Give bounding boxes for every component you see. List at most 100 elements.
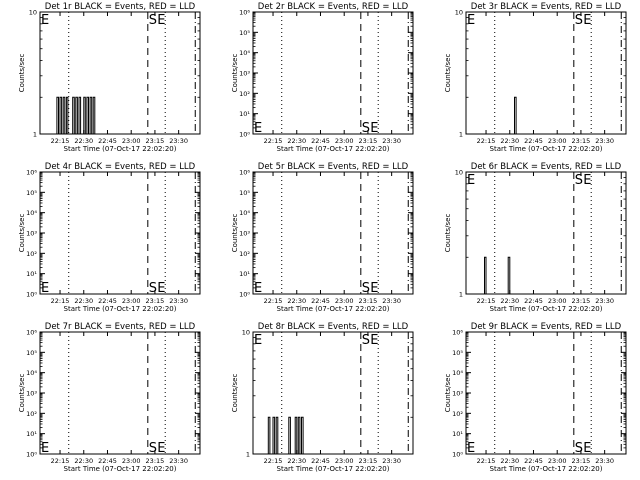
y-tick-label: 1 [246,451,250,459]
y-axis-label: Counts/sec [18,54,26,93]
x-tick-label: 23:15 [359,137,378,145]
y-tick-label: 1 [459,131,463,139]
panel-title: Det 3r BLACK = Events, RED = LLD [471,2,622,12]
x-axis-label: Start Time (07-Oct-17 22:02:20) [64,305,177,313]
panel-det-7: Det 7r BLACK = Events, RED = LLD 10⁰ 10¹ 10… [18,322,201,473]
panel-det-3: Det 3r BLACK = Events, RED = LLD 1 10 22:15… [444,2,627,153]
y-axis-label: Counts/sec [231,214,239,253]
marker-e: E [157,441,165,456]
x-tick-label: 22:30 [500,137,519,145]
y-axis-label: Counts/sec [444,214,452,253]
y-tick-label: 10² [452,410,463,418]
marker-e: E [254,333,262,348]
x-axis-label: Start Time (07-Oct-17 22:02:20) [490,465,603,473]
y-tick-label: 10⁰ [239,131,250,139]
y-axis-label: Counts/sec [444,54,452,93]
panel-det-1: Det 1r BLACK = Events, RED = LLD 1 10 22:15… [18,2,201,153]
y-axis-label: Counts/sec [444,374,452,413]
marker-e: E [41,281,49,296]
panel-det-2: Det 2r BLACK = Events, RED = LLD 10⁰ 10¹ 10… [231,2,414,153]
y-tick-label: 1 [33,131,37,139]
x-tick-label: 23:00 [122,137,141,145]
x-tick-label: 23:30 [169,137,188,145]
y-tick-label: 10³ [452,390,463,398]
x-tick-label: 23:00 [548,137,567,145]
y-tick-label: 10³ [239,70,250,78]
plot-frame [252,331,414,455]
x-tick-label: 23:15 [359,457,378,465]
x-tick-label: 22:30 [500,297,519,305]
y-tick-label: 10³ [239,230,250,238]
x-tick-label: 23:30 [382,457,401,465]
y-tick-label: 10 [455,169,463,177]
y-tick-label: 10⁴ [26,209,37,217]
y-tick-label: 10⁴ [452,369,463,377]
y-tick-label: 10⁰ [239,291,250,299]
marker-e: E [370,281,378,296]
panel-det-5: Det 5r BLACK = Events, RED = LLD 10⁰ 10¹ 10… [231,162,414,313]
marker-e: E [41,441,49,456]
marker-s: S [362,281,370,296]
x-axis-label: Start Time (07-Oct-17 22:02:20) [277,145,390,153]
x-tick-label: 22:15 [477,457,496,465]
y-tick-label: 10⁴ [26,369,37,377]
y-tick-label: 10⁰ [452,451,463,459]
x-tick-label: 23:30 [169,457,188,465]
marker-e: E [157,281,165,296]
x-tick-label: 22:45 [311,137,330,145]
x-tick-label: 23:00 [548,297,567,305]
events-series-line [267,416,305,455]
panel-title: Det 2r BLACK = Events, RED = LLD [258,2,409,12]
marker-e: E [41,13,49,28]
y-tick-label: 10² [26,250,37,258]
panel-title: Det 4r BLACK = Events, RED = LLD [45,162,196,172]
x-tick-label: 22:15 [51,297,70,305]
x-tick-label: 22:30 [74,457,93,465]
events-series-line [484,256,511,295]
y-tick-label: 10¹ [239,270,250,278]
panel-title: Det 6r BLACK = Events, RED = LLD [471,162,622,172]
y-axis-label: Counts/sec [18,214,26,253]
x-tick-label: 22:30 [500,457,519,465]
y-tick-label: 10 [242,329,250,337]
x-tick-label: 23:15 [146,297,165,305]
y-tick-label: 10² [239,90,250,98]
y-axis-label: Counts/sec [231,54,239,93]
y-tick-label: 10 [455,9,463,17]
y-tick-label: 10³ [26,390,37,398]
x-axis-label: Start Time (07-Oct-17 22:02:20) [64,145,177,153]
plot-frame [39,11,201,135]
x-tick-label: 22:30 [287,297,306,305]
y-tick-label: 1 [459,291,463,299]
x-tick-label: 23:15 [146,137,165,145]
marker-e: E [467,13,475,28]
marker-s: S [149,441,157,456]
y-tick-label: 10² [26,410,37,418]
plot-frame [252,11,414,135]
y-axis-label: Counts/sec [18,374,26,413]
x-axis-label: Start Time (07-Oct-17 22:02:20) [277,465,390,473]
x-tick-label: 23:15 [572,137,591,145]
y-tick-label: 10¹ [452,430,463,438]
panel-det-4: Det 4r BLACK = Events, RED = LLD 10⁰ 10¹ 10… [18,162,201,313]
x-tick-label: 22:45 [98,297,117,305]
plot-frame [465,171,627,295]
panel-det-6: Det 6r BLACK = Events, RED = LLD 1 10 22:15… [444,162,627,313]
x-tick-label: 22:30 [287,137,306,145]
x-tick-label: 23:15 [572,297,591,305]
marker-e: E [467,441,475,456]
y-tick-label: 10⁵ [26,349,37,357]
plot-frame [252,171,414,295]
plot-frame [465,11,627,135]
marker-s: S [575,441,583,456]
marker-e: E [254,121,262,136]
x-tick-label: 22:30 [74,297,93,305]
plot-frame [39,171,201,295]
x-axis-label: Start Time (07-Oct-17 22:02:20) [490,145,603,153]
x-tick-label: 22:45 [311,297,330,305]
marker-e: E [370,121,378,136]
y-tick-label: 10⁶ [26,169,37,177]
plot-frame [39,331,201,455]
x-tick-label: 23:00 [548,457,567,465]
